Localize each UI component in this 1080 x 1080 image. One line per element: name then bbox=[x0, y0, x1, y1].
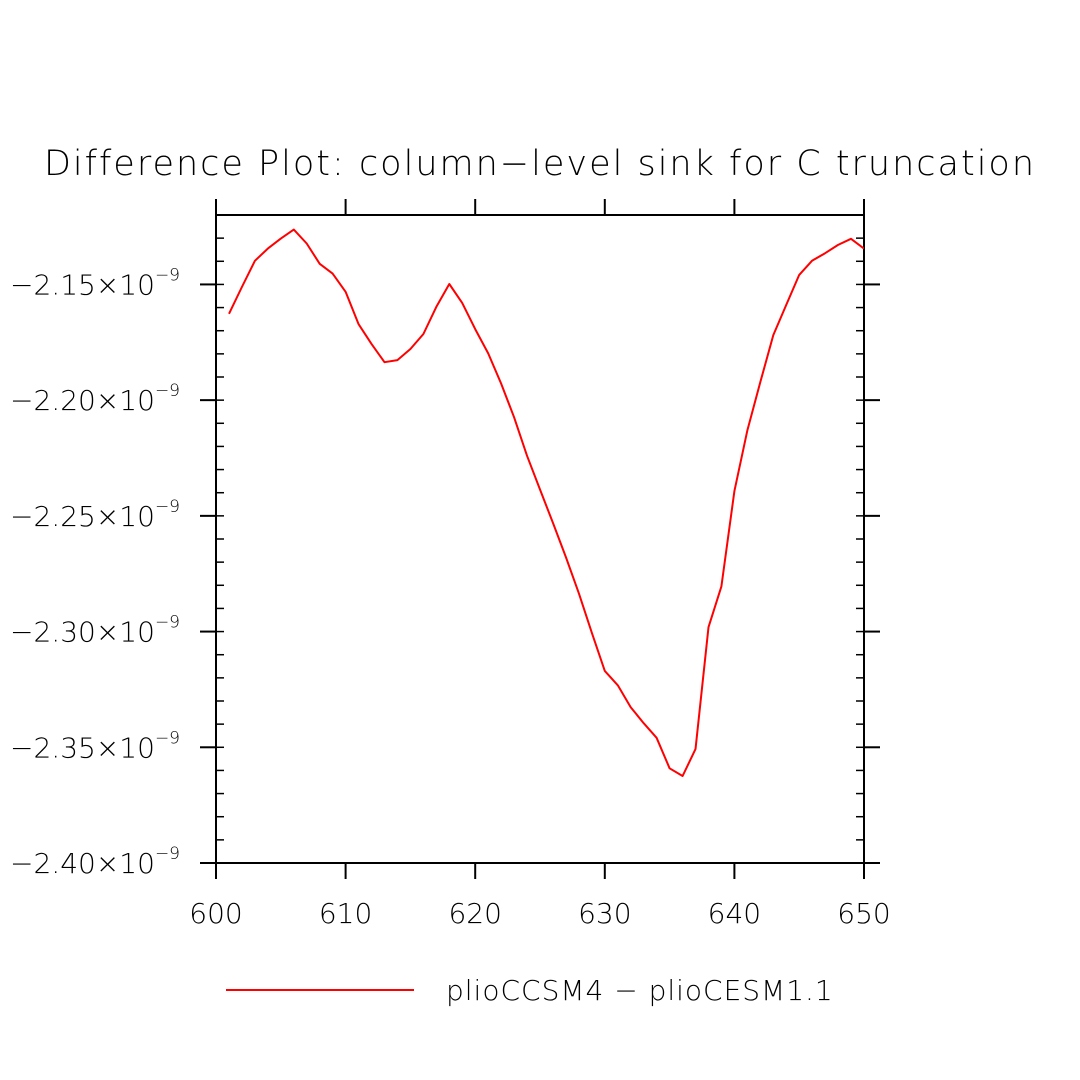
x-tick-label: 630 bbox=[578, 897, 631, 930]
chart-title: Difference Plot: column−level sink for C… bbox=[44, 144, 1036, 184]
y-tick-label: −2.40×10−9 bbox=[10, 844, 180, 880]
y-tick-label: −2.15×10−9 bbox=[10, 265, 180, 301]
x-tick-label: 600 bbox=[189, 897, 242, 930]
x-tick-label: 620 bbox=[448, 897, 501, 930]
y-tick-mantissa: −2.35×10 bbox=[10, 731, 155, 764]
y-tick-exponent: −9 bbox=[155, 265, 180, 285]
series-layer bbox=[228, 228, 864, 777]
y-tick-mantissa: −2.15×10 bbox=[10, 268, 155, 301]
y-tick-mantissa: −2.30×10 bbox=[10, 616, 155, 649]
y-tick-exponent: −9 bbox=[155, 497, 180, 517]
x-tick-label: 640 bbox=[708, 897, 761, 930]
x-tick-label: 650 bbox=[837, 897, 890, 930]
plot-frame bbox=[215, 214, 865, 864]
y-tick-exponent: −9 bbox=[155, 844, 180, 864]
y-tick-mantissa: −2.20×10 bbox=[10, 384, 155, 417]
y-minor-ticks bbox=[216, 214, 864, 864]
y-tick-exponent: −9 bbox=[155, 613, 180, 633]
x-tick-label: 610 bbox=[319, 897, 372, 930]
y-tick-label: −2.35×10−9 bbox=[10, 728, 180, 764]
y-tick-label: −2.20×10−9 bbox=[10, 381, 180, 417]
x-axis-ticks: 600 610 620 630 640 650 bbox=[189, 199, 891, 930]
y-tick-label: −2.30×10−9 bbox=[10, 613, 180, 649]
y-axis-ticks: −2.15×10−9−2.20×10−9−2.25×10−9−2.30×10−9… bbox=[10, 265, 880, 880]
y-tick-exponent: −9 bbox=[155, 381, 180, 401]
legend-label: plioCCSM4 − plioCESM1.1 bbox=[446, 974, 834, 1007]
legend: plioCCSM4 − plioCESM1.1 bbox=[226, 974, 834, 1007]
y-tick-label: −2.25×10−9 bbox=[10, 497, 180, 533]
y-tick-exponent: −9 bbox=[155, 728, 180, 748]
series-line bbox=[228, 228, 864, 777]
y-tick-mantissa: −2.25×10 bbox=[10, 500, 155, 533]
y-tick-mantissa: −2.40×10 bbox=[10, 847, 155, 880]
